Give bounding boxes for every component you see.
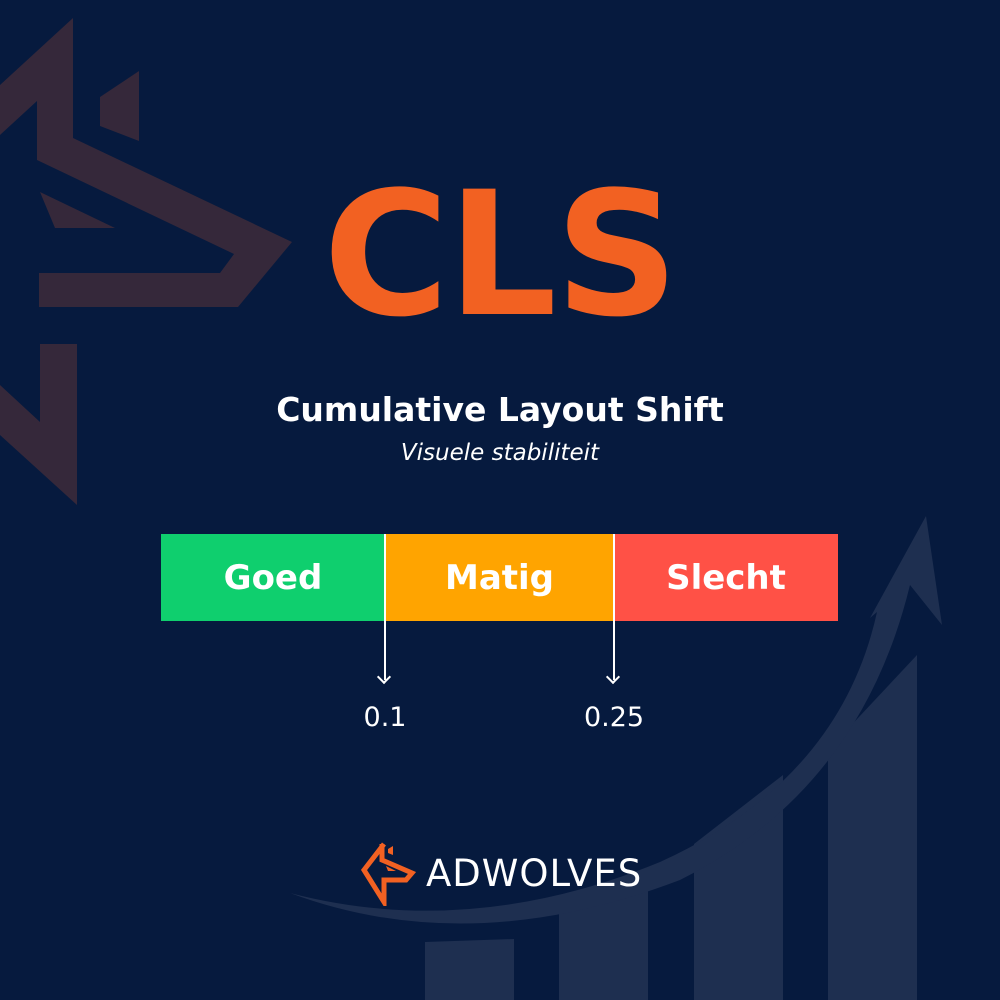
metric-subtitle: Visuele stabiliteit xyxy=(400,440,600,466)
threshold-arrow-icon xyxy=(384,534,386,680)
bg-bar-4 xyxy=(828,655,917,1000)
brand-logo: ADWOLVES xyxy=(360,840,642,906)
wolf-logo-icon xyxy=(360,842,416,906)
threshold-label: 0.1 xyxy=(363,702,407,733)
brand-name: ADWOLVES xyxy=(426,851,643,895)
segment-slecht: Slecht xyxy=(614,534,838,621)
rating-scale: Goed Matig Slecht xyxy=(161,534,838,621)
wolf-watermark-icon xyxy=(0,18,292,505)
threshold-label: 0.25 xyxy=(583,702,645,733)
growth-chart-icon xyxy=(290,516,942,1000)
segment-goed: Goed xyxy=(161,534,385,621)
metric-heading: CLS xyxy=(323,154,679,355)
bg-bar-1 xyxy=(425,939,514,1000)
segment-matig: Matig xyxy=(385,534,614,621)
bg-bar-2 xyxy=(559,880,648,1000)
bg-bar-3 xyxy=(694,775,783,1000)
metric-title: Cumulative Layout Shift xyxy=(276,390,724,429)
threshold-arrow-icon xyxy=(613,534,615,680)
